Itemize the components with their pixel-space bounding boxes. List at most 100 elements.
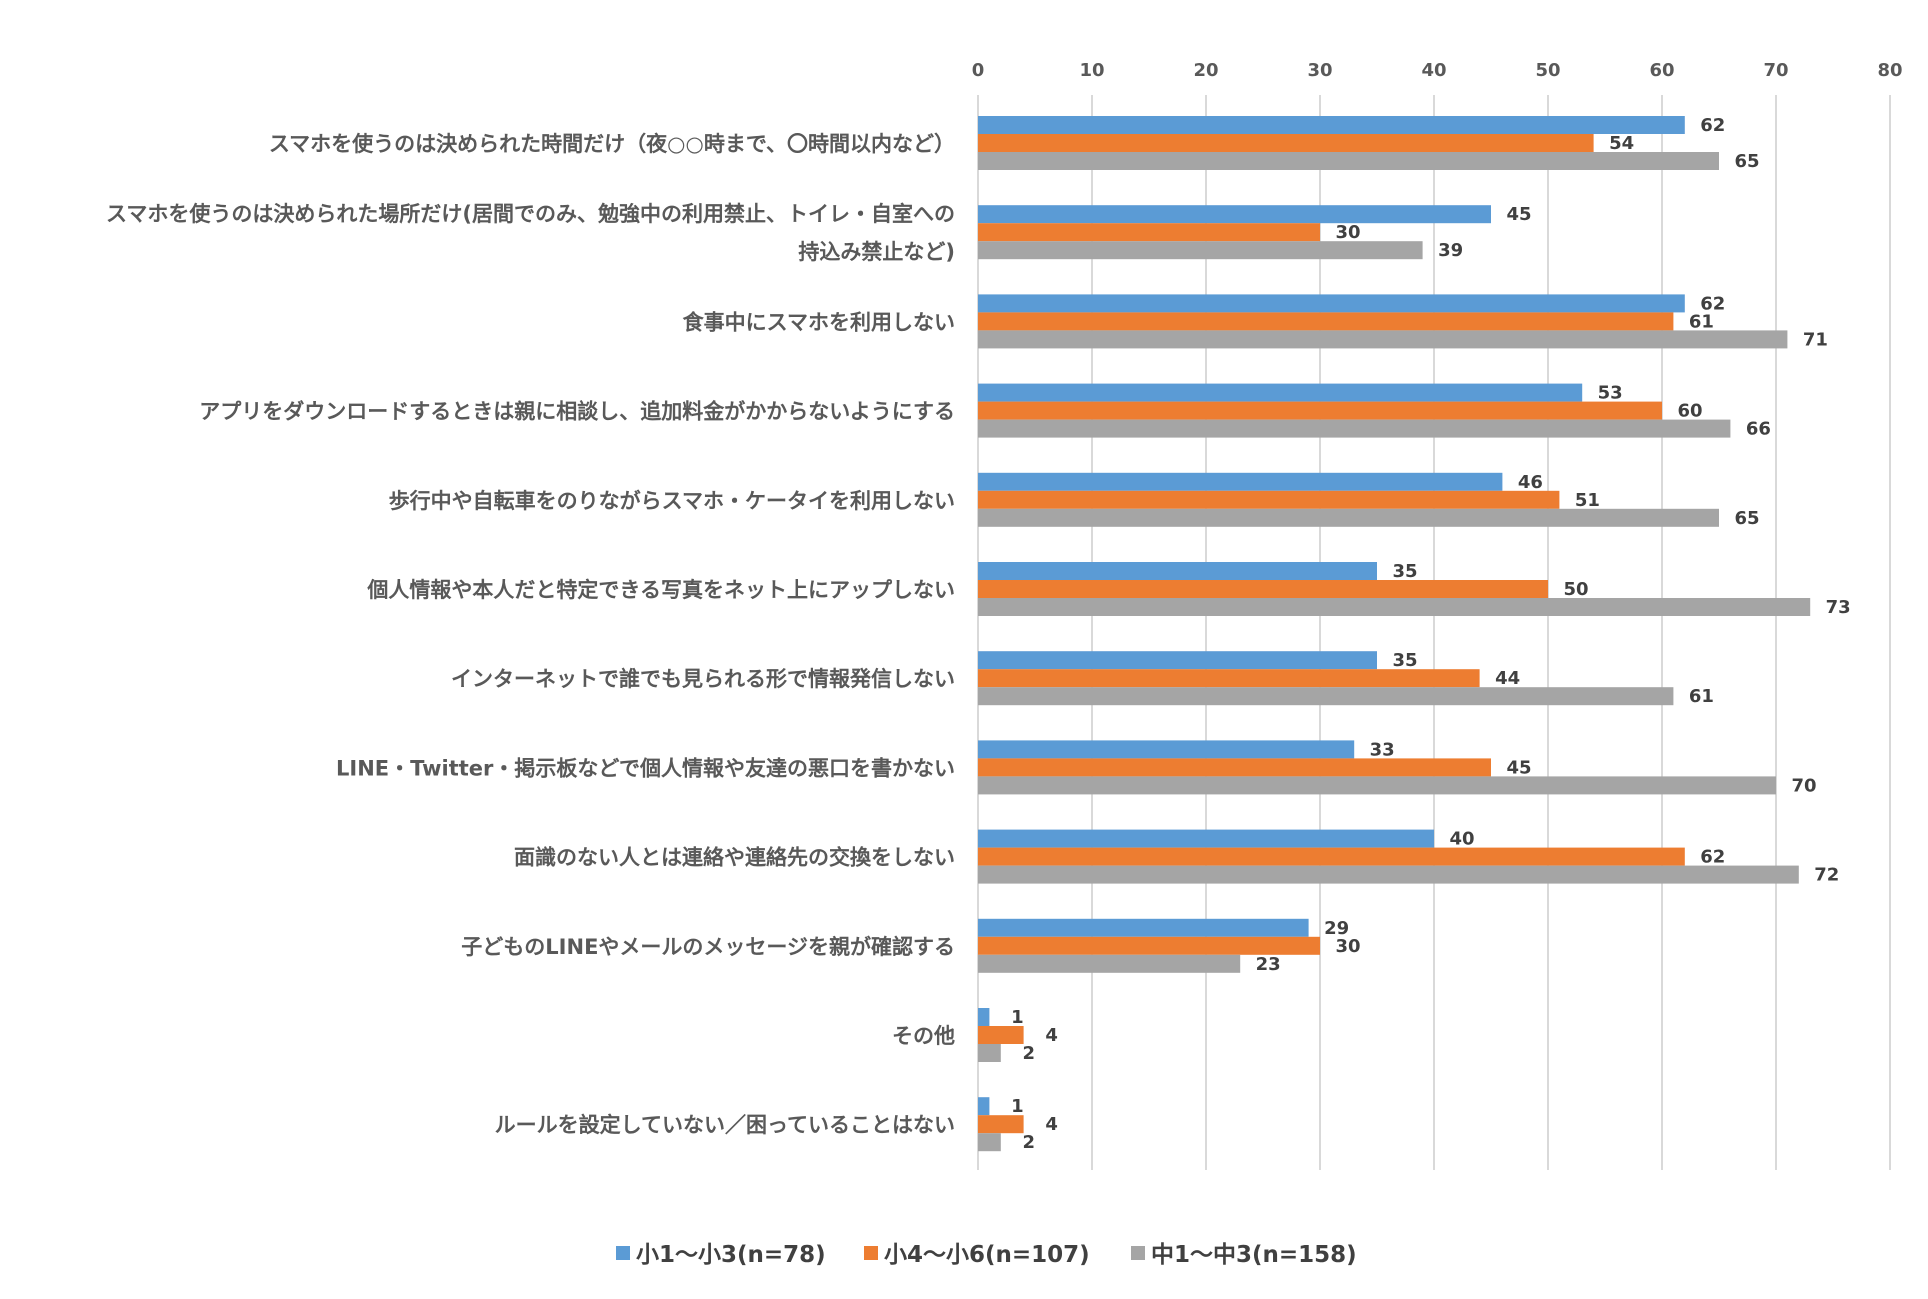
bar: [978, 294, 1685, 313]
data-label: 4: [1045, 1114, 1058, 1135]
bar: [978, 383, 1583, 402]
bar: [978, 223, 1320, 242]
bar: [978, 116, 1685, 134]
bar: [978, 1115, 1024, 1134]
bar: [978, 472, 1503, 491]
bar: [978, 1026, 1024, 1044]
data-label: 71: [1803, 329, 1828, 350]
category-label: 子どものLINEやメールのメッセージを親が確認する: [461, 935, 955, 959]
data-label: 53: [1598, 383, 1623, 404]
bar: [978, 865, 1799, 884]
data-label: 29: [1324, 918, 1349, 939]
x-axis-ticks: 0 10 20 30 40 50 60 70 80: [972, 60, 1903, 81]
x-tick-label: 30: [1307, 60, 1332, 81]
data-label: 62: [1700, 847, 1725, 868]
legend-swatch: [1131, 1246, 1145, 1260]
category-label: 食事中にスマホを利用しない: [683, 310, 955, 334]
data-label: 61: [1689, 311, 1714, 332]
data-label: 39: [1438, 240, 1463, 261]
x-tick-label: 40: [1421, 60, 1446, 81]
data-label: 60: [1677, 401, 1702, 422]
data-label: 1: [1011, 1007, 1024, 1028]
legend-swatch: [616, 1246, 630, 1260]
bar: [978, 312, 1674, 331]
data-label: 51: [1575, 490, 1600, 511]
data-label: 46: [1518, 472, 1543, 493]
bar: [978, 954, 1241, 973]
bar: [978, 241, 1423, 260]
bar: [978, 669, 1480, 688]
bar: [978, 829, 1434, 848]
x-tick-label: 10: [1079, 60, 1104, 81]
category-labels: スマホを使うのは決められた時間だけ（夜○○時まで、〇時間以内など） スマホを使うの…: [106, 132, 955, 1137]
legend-label: 中1〜中3(n=158): [1151, 1242, 1357, 1268]
bar: [978, 776, 1776, 795]
bar: [978, 918, 1309, 937]
legend: 小1〜小3(n=78) 小4〜小6(n=107) 中1〜中3(n=158): [616, 1242, 1357, 1268]
bar: [978, 562, 1377, 580]
bar: [978, 330, 1788, 349]
bar: [978, 740, 1355, 759]
bar: [978, 508, 1719, 527]
gridlines: [977, 95, 1891, 1170]
data-label: 2: [1023, 1132, 1036, 1153]
bar: [978, 1044, 1001, 1062]
bar: [978, 1008, 990, 1026]
data-label: 65: [1734, 151, 1759, 172]
data-label: 72: [1814, 865, 1839, 886]
x-tick-label: 60: [1649, 60, 1674, 81]
data-label: 33: [1370, 739, 1395, 760]
category-label: スマホを使うのは決められた時間だけ（夜○○時まで、〇時間以内など）: [269, 132, 955, 156]
data-label: 44: [1495, 668, 1520, 689]
bar: [978, 758, 1491, 777]
data-label: 30: [1335, 222, 1360, 243]
category-label: スマホを使うのは決められた場所だけ(居間でのみ、勉強中の利用禁止、トイレ・自室へ…: [106, 202, 955, 226]
bar: [978, 1097, 990, 1116]
bar: [978, 134, 1594, 152]
bar: [978, 152, 1719, 170]
category-label: インターネットで誰でも見られる形で情報発信しない: [451, 667, 955, 691]
data-label: 2: [1023, 1043, 1036, 1064]
data-label: 35: [1392, 650, 1417, 671]
bar: [978, 205, 1491, 224]
bar: [978, 847, 1685, 866]
data-label: 4: [1045, 1025, 1058, 1046]
legend-label: 小1〜小3(n=78): [636, 1242, 826, 1268]
bar: [978, 401, 1662, 420]
data-label: 65: [1734, 508, 1759, 529]
data-label: 1: [1011, 1096, 1024, 1117]
data-label: 40: [1449, 829, 1474, 850]
bar: [978, 419, 1731, 438]
x-tick-label: 0: [972, 60, 985, 81]
x-tick-label: 70: [1763, 60, 1788, 81]
data-label: 45: [1506, 204, 1531, 225]
bar: [978, 651, 1377, 670]
category-label: 個人情報や本人だと特定できる写真をネット上にアップしない: [366, 578, 955, 602]
category-label: アプリをダウンロードするときは親に相談し、追加料金がかからないようにする: [199, 400, 955, 424]
bar: [978, 1133, 1001, 1152]
x-tick-label: 50: [1535, 60, 1560, 81]
data-label: 30: [1335, 936, 1360, 957]
bar: [978, 580, 1548, 598]
x-tick-label: 80: [1877, 60, 1902, 81]
bar: [978, 936, 1320, 955]
data-label: 70: [1791, 775, 1816, 796]
data-label: 35: [1392, 561, 1417, 582]
legend-label: 小4〜小6(n=107): [884, 1242, 1090, 1268]
category-label: その他: [892, 1024, 955, 1048]
data-label: 66: [1746, 419, 1771, 440]
data-label: 45: [1506, 757, 1531, 778]
data-label: 73: [1826, 597, 1851, 618]
bars: 6254654530396261715360664651653550733544…: [978, 115, 1851, 1153]
data-label: 62: [1700, 115, 1725, 136]
data-label: 23: [1256, 954, 1281, 975]
category-label: 面識のない人とは連絡や連絡先の交換をしない: [514, 846, 955, 870]
bar: [978, 490, 1560, 509]
x-tick-label: 20: [1193, 60, 1218, 81]
bar: [978, 687, 1674, 706]
data-label: 54: [1609, 133, 1634, 154]
legend-swatch: [864, 1246, 878, 1260]
category-label: LINE・Twitter・掲示板などで個人情報や友達の悪口を書かない: [336, 756, 955, 780]
data-label: 62: [1700, 293, 1725, 314]
